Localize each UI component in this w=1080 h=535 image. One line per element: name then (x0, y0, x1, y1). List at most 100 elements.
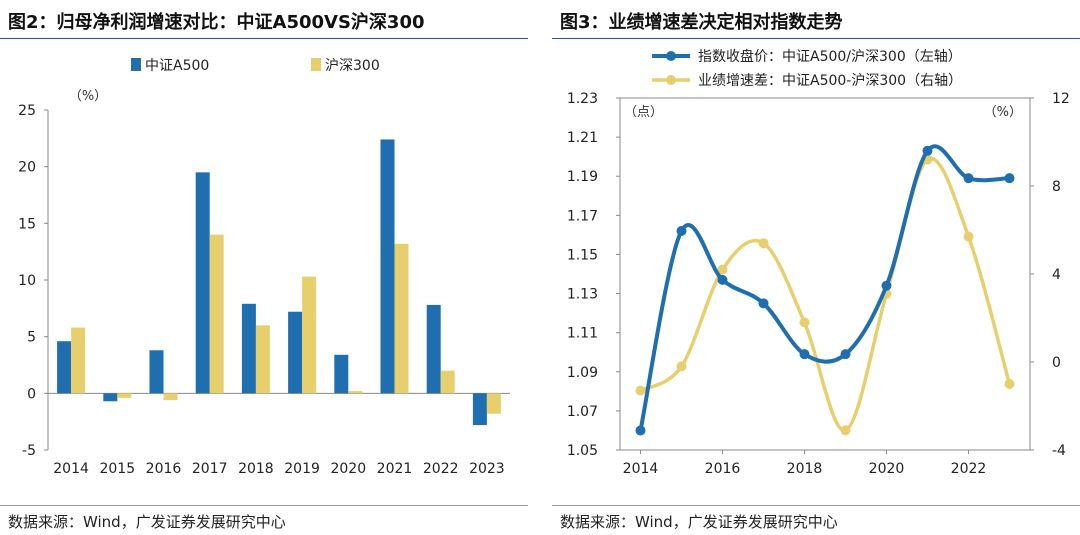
legend-marker (666, 51, 676, 61)
line-chart: 1.05 1.07 1.09 1.11 1.13 1.15 1.17 1.19 1.21 1.23… (567, 48, 1070, 477)
source-note: 数据来源：Wind，广发证券发展研究中心 (560, 513, 838, 531)
y-right-tick-label: 8 (1052, 179, 1061, 195)
title-rule (552, 38, 1080, 39)
y-tick-label: 10 (18, 273, 36, 289)
y-right-tick-label: 12 (1052, 91, 1070, 107)
y-tick-label: 0 (27, 386, 36, 402)
growth-diff-point (963, 231, 974, 242)
y-left-unit-label: （点） (624, 105, 663, 120)
x-tick-label: 2018 (787, 461, 823, 477)
bar-a500 (472, 393, 487, 426)
legend-label: 业绩增速差：中证A500-沪深300（右轴） (698, 73, 962, 89)
legend-label: 沪深300 (325, 58, 380, 74)
x-tick-label: 2014 (623, 461, 659, 477)
y-left-tick-label: 1.05 (567, 443, 598, 459)
bar-a500 (149, 350, 164, 394)
chart-title: 图3：业绩增速差决定相对指数走势 (560, 12, 843, 33)
bar-hs300 (440, 370, 455, 394)
x-tick-label: 2014 (53, 461, 89, 477)
source-note: 数据来源：Wind，广发证券发展研究中心 (8, 513, 286, 531)
bar-a500 (241, 303, 256, 394)
x-tick-label: 2016 (146, 461, 182, 477)
source-rule (0, 505, 528, 506)
y-left-tick-label: 1.11 (567, 326, 598, 342)
relative-index-point (799, 349, 810, 360)
legend-swatch (311, 58, 321, 71)
x-tick-label: 2022 (423, 461, 459, 477)
relative-index-point (676, 225, 687, 236)
bar-hs300 (348, 391, 363, 394)
y-unit-label: （%） (69, 89, 107, 104)
bar-a500 (334, 354, 349, 394)
bar-a500 (380, 139, 395, 394)
plot-frame (619, 97, 1031, 451)
y-right-tick-label: -4 (1052, 443, 1066, 459)
y-tick-label: 5 (27, 330, 36, 346)
y-tick-label: 20 (18, 160, 36, 176)
x-tick-label: 2017 (192, 461, 228, 477)
y-left-tick-label: 1.23 (567, 91, 598, 107)
bar-hs300 (209, 234, 224, 394)
y-right-tick-label: 0 (1052, 355, 1061, 371)
y-right-unit-label: （%） (984, 105, 1022, 120)
source-rule (552, 505, 1080, 506)
x-tick-label: 2021 (377, 461, 413, 477)
y-left-tick-label: 1.09 (567, 365, 598, 381)
bar-hs300 (486, 393, 501, 414)
y-left-tick-label: 1.15 (567, 247, 598, 263)
legend-swatch (131, 58, 141, 71)
bar-chart: -5 0 5 10 15 20 25 （%） 2014 2015 2016 2017 2018 2019 2… (18, 58, 510, 477)
bar-hs300 (394, 243, 409, 394)
relative-index-point (1004, 173, 1015, 184)
relative-index-point (840, 349, 851, 360)
y-left-tick-label: 1.21 (567, 130, 598, 146)
bar-a500 (288, 311, 303, 394)
y-tick-label: -5 (22, 443, 36, 459)
x-tick-label: 2020 (869, 461, 905, 477)
chart-title: 图2：归母净利润增速对比：中证A500VS沪深300 (8, 12, 425, 33)
y-right-tick-label: 4 (1052, 267, 1061, 283)
bar-hs300 (163, 393, 178, 401)
growth-diff-point (758, 238, 769, 249)
y-left-tick-label: 1.19 (567, 169, 598, 185)
legend-label: 指数收盘价：中证A500/沪深300（左轴） (698, 48, 962, 65)
growth-diff-point (840, 425, 851, 436)
legend-marker (666, 75, 676, 85)
relative-index-point (963, 173, 974, 184)
relative-index-point (717, 274, 728, 285)
growth-diff-point (676, 361, 687, 372)
y-left-tick-label: 1.13 (567, 287, 598, 303)
legend-label: 中证A500 (145, 58, 209, 74)
growth-diff-point (635, 385, 646, 396)
growth-diff-point (799, 317, 810, 328)
growth-diff-point (1004, 379, 1015, 389)
x-tick-label: 2022 (951, 461, 987, 477)
bar-hs300 (302, 276, 317, 394)
chart-panel-right: 图3：业绩增速差决定相对指数走势 1.05 1.07 1.09 1.11 1.13 1.1… (552, 0, 1080, 535)
x-tick-label: 2023 (469, 461, 505, 477)
bar-a500 (57, 341, 72, 394)
y-left-tick-label: 1.07 (567, 404, 598, 420)
x-tick-label: 2016 (705, 461, 741, 477)
bar-hs300 (117, 393, 132, 398)
bar-a500 (103, 393, 118, 402)
bar-hs300 (71, 327, 86, 394)
relative-index-point (758, 298, 769, 309)
bar-a500 (426, 304, 441, 394)
title-rule (0, 38, 528, 39)
x-tick-label: 2019 (284, 461, 320, 477)
y-tick-label: 15 (18, 216, 36, 232)
growth-diff-line (638, 156, 1012, 432)
x-tick-label: 2015 (99, 461, 135, 477)
relative-index-point (635, 425, 646, 436)
bar-hs300 (255, 325, 270, 394)
y-left-tick-label: 1.17 (567, 208, 598, 224)
x-tick-label: 2020 (330, 461, 366, 477)
relative-index-point (881, 280, 892, 291)
y-tick-label: 25 (18, 103, 36, 119)
x-tick-label: 2018 (238, 461, 274, 477)
relative-index-point (922, 145, 933, 156)
bar-a500 (195, 172, 210, 394)
growth-diff-point (717, 264, 728, 275)
chart-panel-left: 图2：归母净利润增速对比：中证A500VS沪深300 -5 0 5 10 15 20 25 （… (0, 0, 528, 535)
